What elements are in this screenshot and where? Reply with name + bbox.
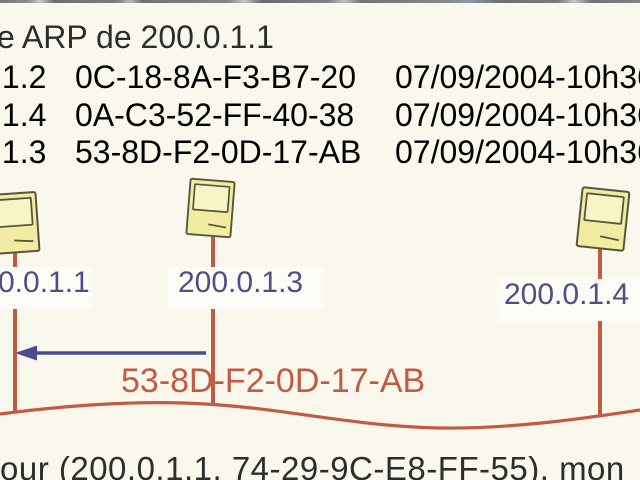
- arp-table-row: .1.3 53-8D-F2-0D-17-AB 07/09/2004-10h36: [0, 134, 640, 170]
- arp-table-title: e ARP de 200.0.1.1: [0, 19, 274, 55]
- arp-row-timestamp: 07/09/2004-10h36: [395, 59, 640, 95]
- arp-row-ip: .1.4: [0, 97, 47, 133]
- host-ip-label-right: 200.0.1.4: [504, 278, 630, 311]
- arp-row-timestamp: 07/09/2004-10h36: [395, 97, 640, 133]
- computer-icon: [185, 177, 236, 239]
- computer-icon: [0, 191, 41, 255]
- host-computer-left: [0, 190, 42, 255]
- arp-row-ip: .1.2: [0, 59, 47, 95]
- label-band-right: [497, 279, 640, 321]
- arp-row-ip: .1.3: [0, 134, 47, 170]
- label-band-middle: [168, 267, 324, 309]
- arp-reply-mac-label: 53-8D-F2-0D-17-AB: [121, 362, 426, 400]
- network-bus-line: [0, 401, 640, 430]
- computer-icon: [575, 186, 631, 252]
- host-computer-middle: [185, 175, 237, 240]
- host-ip-label-middle: 200.0.1.3: [178, 266, 304, 299]
- arp-row-mac: 0A-C3-52-FF-40-38: [75, 97, 355, 133]
- host-ip-label-left: 0.0.1.1: [0, 266, 90, 299]
- arp-table-row: .1.4 0A-C3-52-FF-40-38 07/09/2004-10h36: [0, 97, 640, 133]
- bottom-caption: our (200.0.1.1, 74-29-9C-E8-FF-55), mon: [0, 450, 625, 480]
- label-band-left: [0, 267, 92, 309]
- arp-row-mac: 0C-18-8A-F3-B7-20: [75, 59, 356, 95]
- arp-table-row: .1.2 0C-18-8A-F3-B7-20 07/09/2004-10h36: [0, 59, 640, 95]
- arp-row-timestamp: 07/09/2004-10h36: [395, 134, 640, 170]
- arp-row-mac: 53-8D-F2-0D-17-AB: [75, 134, 362, 170]
- arp-reply-arrow: [15, 345, 206, 361]
- video-frame-edge-strip: [0, 0, 640, 3]
- host-computer-right: [574, 185, 632, 252]
